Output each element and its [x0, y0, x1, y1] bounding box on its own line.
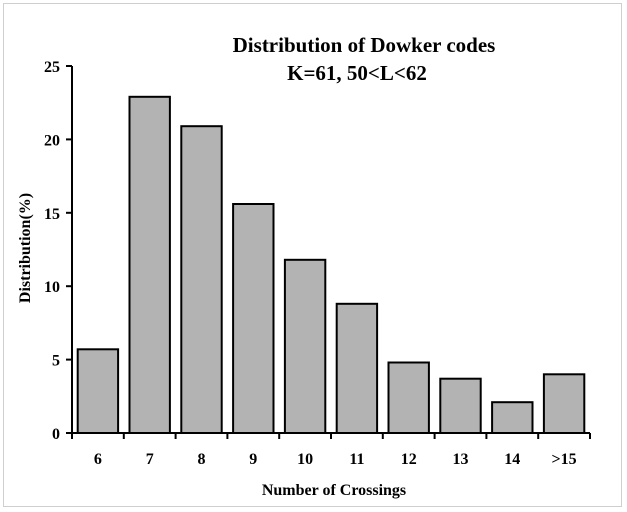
y-ticks-group: 0 5 10 15 20 25: [44, 59, 72, 443]
bar-7: [128, 95, 171, 435]
x-tick-label: 13: [453, 451, 469, 468]
y-tick-label: 5: [52, 353, 60, 370]
y-tick-label: 10: [44, 279, 60, 296]
bar-8: [180, 125, 223, 434]
y-tick-label: 20: [44, 132, 60, 149]
x-tick-label: 7: [146, 451, 154, 468]
chart-title-line1: Distribution of Dowker codes: [233, 33, 496, 57]
x-tick-label: 11: [349, 451, 364, 468]
y-axis-label: Distribution(%): [17, 193, 34, 303]
bar-11: [335, 302, 379, 434]
bars-group: [76, 95, 586, 435]
bar-9: [232, 203, 275, 434]
x-tick-label: 12: [401, 451, 417, 468]
chart-title-line2: K=61, 50<L<62: [287, 61, 427, 85]
x-tick-label: 10: [297, 451, 313, 468]
x-tick-label: 14: [504, 451, 520, 468]
bar-13: [439, 377, 482, 435]
x-tick-label: >15: [552, 451, 577, 468]
y-tick-label: 15: [44, 206, 60, 223]
bar-12: [387, 361, 430, 434]
bar->15: [542, 373, 586, 434]
x-axis-label: Number of Crossings: [262, 482, 406, 499]
bar-6: [76, 348, 120, 434]
x-tick-label: 9: [249, 451, 257, 468]
x-ticks-group: 6 7 8 9 10 11 12 13 14 >15: [71, 433, 591, 468]
bar-10: [283, 258, 327, 434]
x-tick-label: 8: [198, 451, 206, 468]
x-tick-label: 6: [94, 451, 102, 468]
y-tick-label: 25: [44, 59, 60, 76]
y-tick-label: 0: [52, 426, 60, 443]
bar-14: [491, 401, 534, 435]
chart-frame: [3, 3, 622, 507]
